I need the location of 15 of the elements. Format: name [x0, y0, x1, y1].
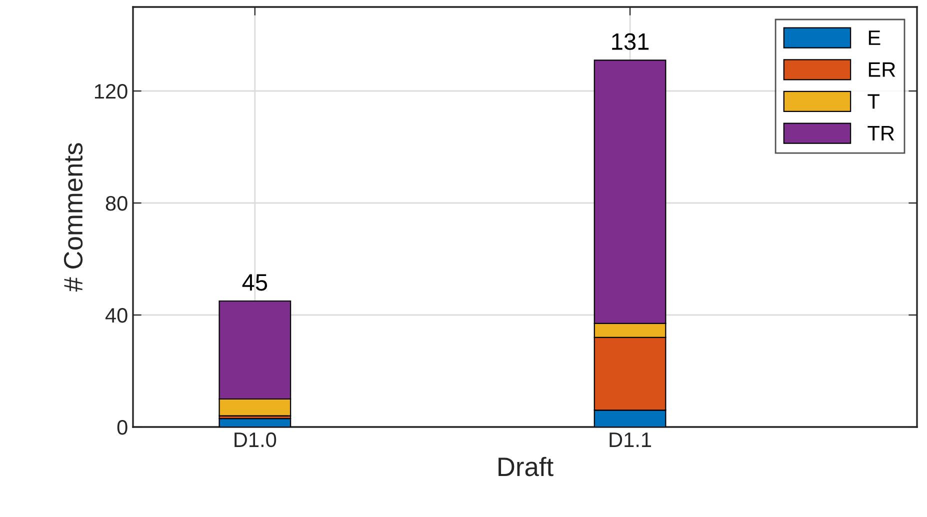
legend-label: E: [868, 30, 880, 45]
total-label: 45: [242, 274, 268, 291]
bar: [218, 418, 292, 427]
x-axis-title: Draft: [498, 456, 554, 476]
x-tick-label: D1.0: [234, 432, 276, 448]
total-label: 131: [612, 33, 649, 50]
y-tick-label: 40: [105, 308, 128, 323]
legend-label: ER: [868, 62, 896, 77]
y-tick-label: 120: [94, 84, 128, 99]
x-tick-label: D1.1: [610, 432, 652, 447]
y-tick-label: 0: [117, 420, 128, 435]
legend-label: T: [868, 94, 880, 109]
y-axis-title: # Comments: [64, 143, 83, 292]
legend-label: TR: [868, 126, 894, 140]
y-tick-label: 80: [106, 196, 128, 211]
